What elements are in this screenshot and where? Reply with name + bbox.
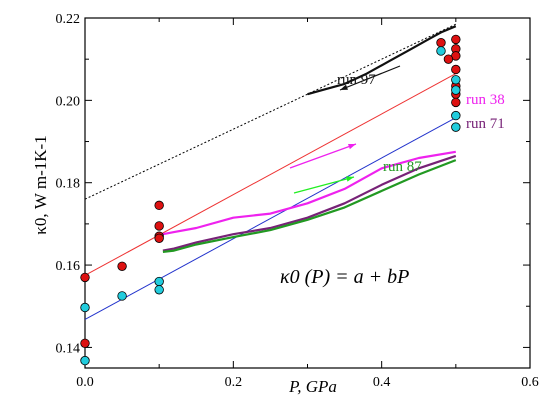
data-point (451, 110, 461, 121)
data-point (436, 38, 446, 48)
arrow-head (348, 143, 356, 150)
data-point (451, 122, 461, 132)
run-curve (158, 150, 456, 243)
fit-lines (84, 23, 457, 320)
annotations (289, 65, 401, 194)
data-point (154, 200, 164, 211)
direction-arrow (293, 176, 355, 194)
y-tick-label: 0.18 (56, 177, 81, 192)
data-point (117, 291, 127, 301)
fit-line (84, 23, 457, 200)
run-curve (307, 25, 457, 96)
run-label: run 71 (466, 116, 505, 132)
y-tick-label: 0.22 (56, 12, 81, 27)
direction-arrow (339, 65, 401, 91)
y-tick-label: 0.20 (56, 94, 81, 109)
run-curves: run 97 run 38 run 71 run 87 (158, 25, 505, 253)
plot-axes: 0.0 0.2 0.4 0.6 0.14 0.16 0.18 0.20 0.22 (56, 12, 539, 390)
fit-line (84, 117, 457, 320)
y-tick-label: 0.14 (56, 341, 81, 356)
x-tick-label: 0.2 (225, 375, 243, 390)
data-point (451, 64, 461, 75)
data-point (80, 355, 90, 366)
data-point (117, 261, 127, 271)
data-point (154, 233, 164, 243)
data-points (80, 34, 461, 366)
data-point (443, 54, 454, 64)
fit-equation: κ0 (P) = a + bP (280, 266, 409, 288)
data-point (451, 85, 461, 95)
fit-line (84, 73, 457, 276)
data-point (436, 46, 446, 56)
data-point (451, 97, 461, 108)
arrow-head (340, 84, 348, 90)
plot-frame (84, 17, 531, 369)
x-tick-label: 0.0 (76, 375, 94, 390)
data-point (80, 302, 90, 313)
run-label: run 97 (337, 72, 376, 88)
x-tick-label: 0.6 (521, 375, 539, 390)
x-tick-label: 0.4 (373, 375, 391, 390)
arrow-head (346, 176, 354, 182)
run-curve (162, 159, 457, 253)
data-point (451, 75, 461, 85)
y-axis-label: κ0, W m-1K-1 (31, 135, 50, 234)
data-point (80, 338, 90, 348)
data-point (80, 272, 90, 283)
direction-arrow (289, 143, 357, 169)
x-axis-label: P, GPa (288, 377, 337, 396)
data-point (154, 276, 164, 287)
run-label: run 38 (466, 92, 505, 108)
run-label: run 87 (383, 159, 422, 175)
run-curve (162, 154, 457, 252)
y-tick-label: 0.16 (56, 259, 81, 274)
data-point (154, 221, 164, 231)
data-point (154, 285, 164, 295)
data-point (451, 34, 461, 45)
